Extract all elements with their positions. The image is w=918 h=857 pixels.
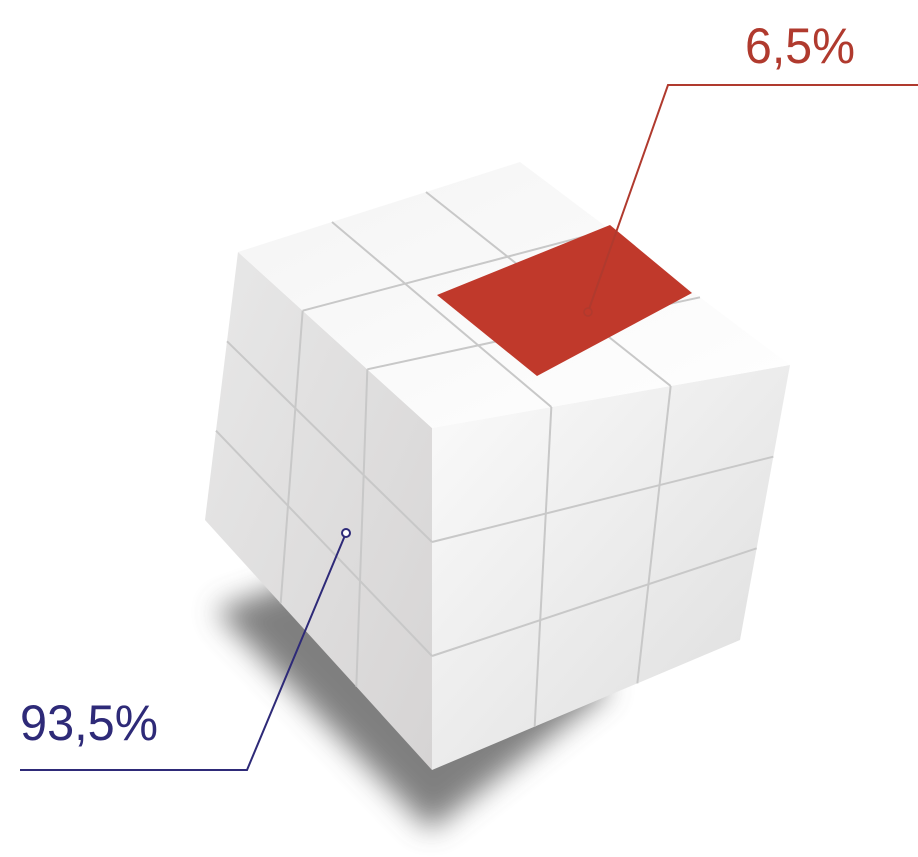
cube-seam [431, 547, 757, 657]
cube-seam [431, 455, 774, 543]
callout-line [20, 532, 347, 771]
cube-seam [279, 310, 304, 604]
cube-seam [533, 406, 553, 727]
cube-left-face [205, 252, 432, 770]
cube-seam [226, 340, 433, 543]
cube-grid [215, 191, 774, 727]
cube-seam [302, 228, 611, 312]
cube-seam [331, 221, 552, 408]
callout-dot [583, 307, 593, 317]
callout-line [587, 84, 918, 313]
cube-seam [355, 369, 369, 687]
cube-seam [636, 385, 672, 684]
cube-seam [215, 429, 433, 657]
callout-label: 93,5% [20, 695, 158, 751]
callout-label: 6,5% [745, 18, 855, 74]
highlight-tile [437, 225, 692, 376]
cube-right-face [432, 365, 790, 770]
callout-dot [341, 528, 351, 538]
